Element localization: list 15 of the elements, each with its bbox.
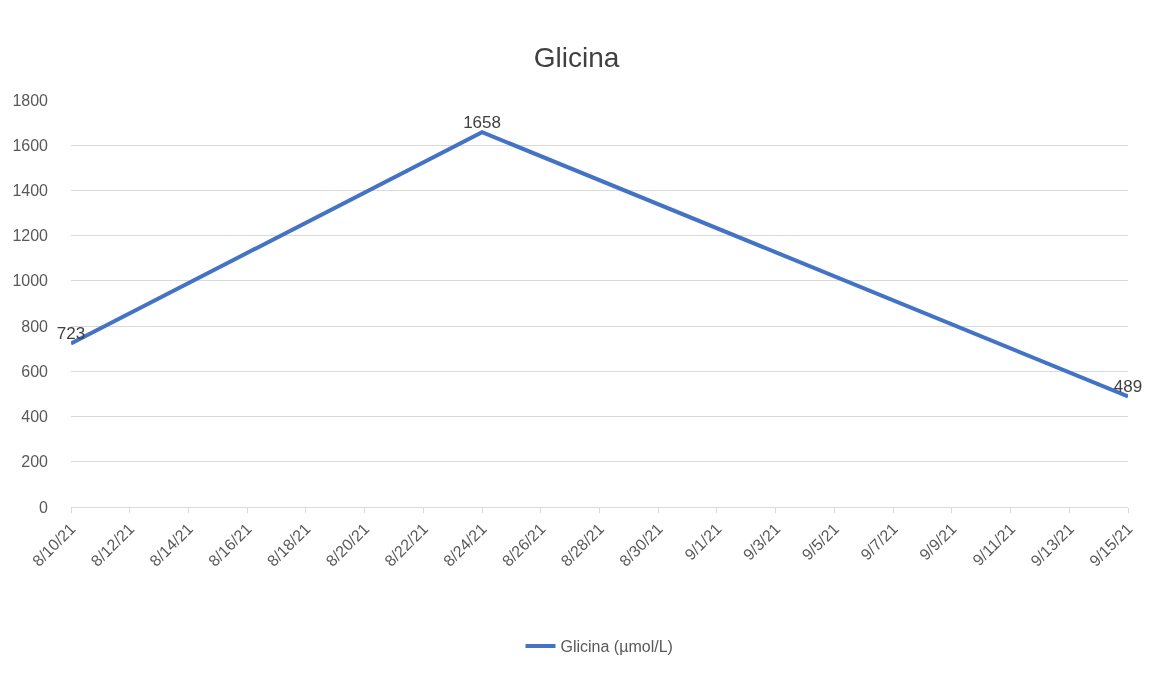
- y-tick-label: 1200: [12, 227, 49, 245]
- y-tick-label: 0: [39, 498, 49, 516]
- y-tick-label: 1800: [12, 91, 49, 109]
- y-tick-label: 400: [21, 408, 49, 426]
- y-tick-label: 1000: [12, 272, 49, 290]
- legend-label: Glicina (µmol/L): [560, 638, 673, 656]
- y-tick-label: 1400: [12, 182, 49, 200]
- data-label: 489: [1113, 377, 1143, 397]
- y-tick-label: 800: [21, 317, 49, 335]
- data-label: 1658: [463, 112, 501, 132]
- y-tick-label: 600: [21, 362, 49, 380]
- chart-title: Glicina: [533, 41, 620, 73]
- y-tick-label: 200: [21, 453, 49, 471]
- y-tick-label: 1600: [12, 136, 49, 154]
- data-label: 723: [56, 324, 86, 344]
